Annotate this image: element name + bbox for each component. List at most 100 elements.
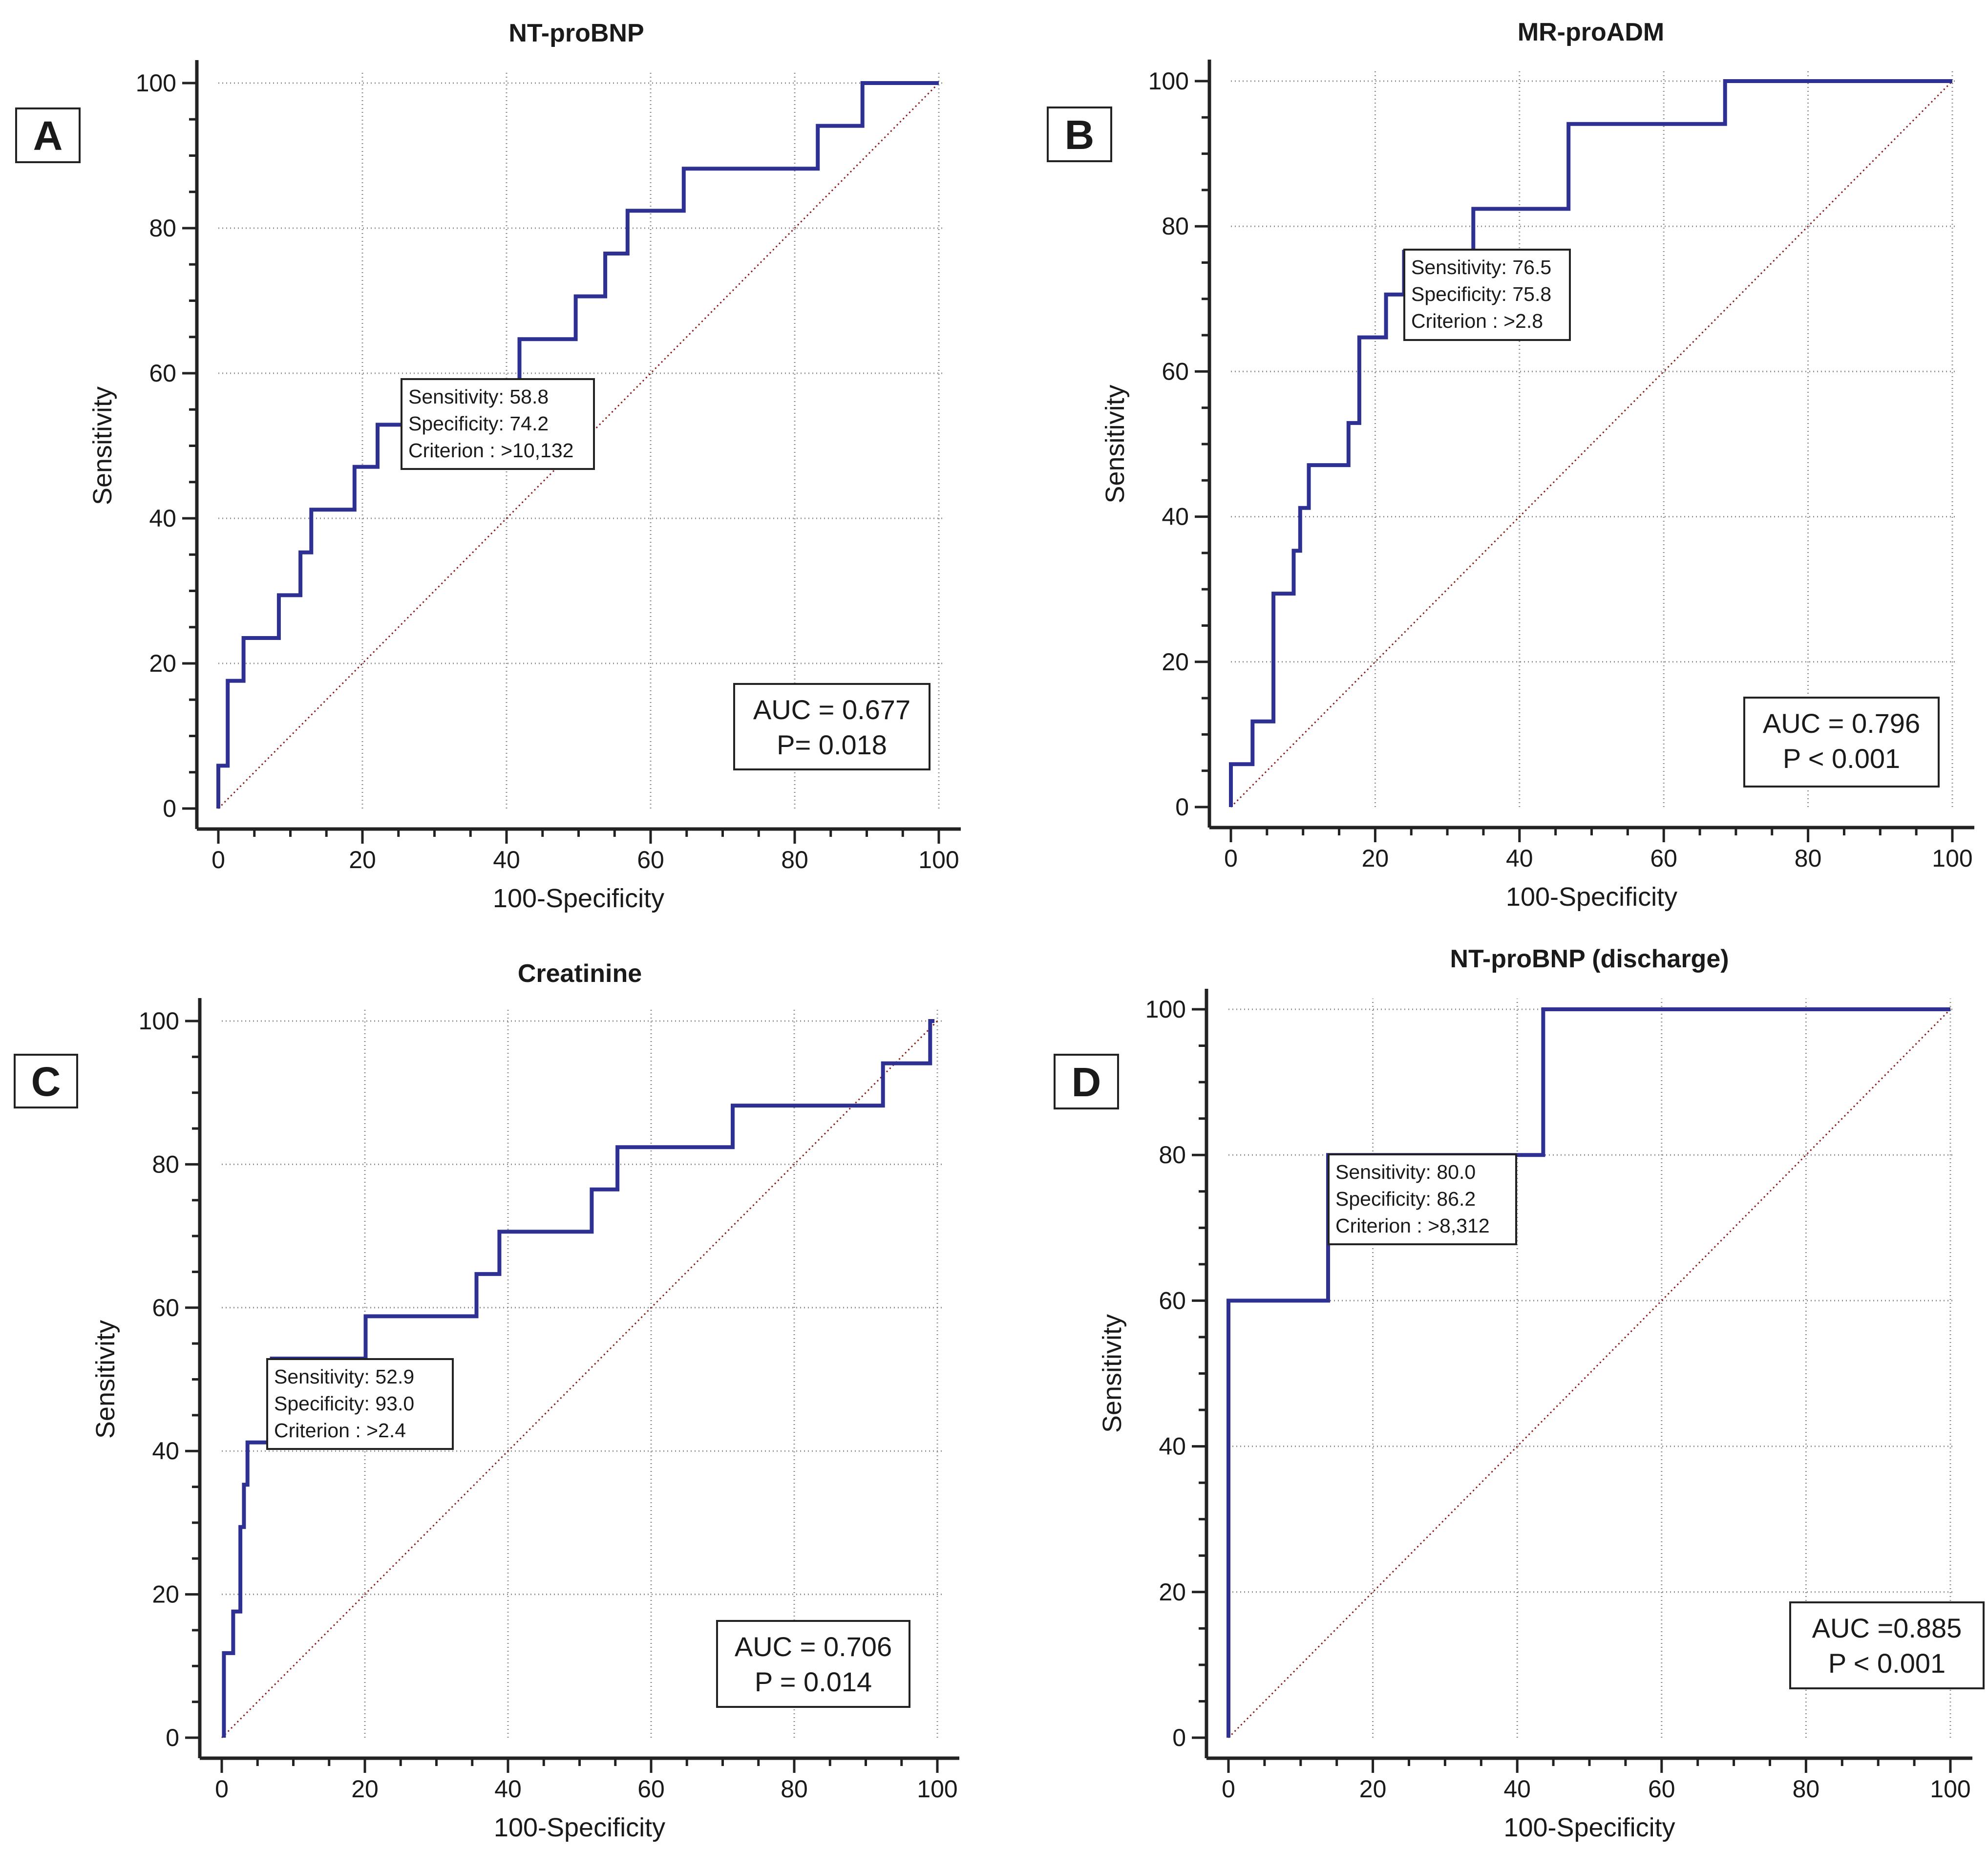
- panel-a-ytick-label-0: 0: [163, 795, 176, 822]
- panel-a-xtick-label-5: 100: [918, 846, 959, 873]
- panel-c-title: Creatinine: [518, 959, 642, 988]
- panel-c-ytick-label-2: 40: [152, 1437, 179, 1465]
- panel-c-stat-line-0: AUC = 0.706: [735, 1631, 892, 1662]
- panel-a-stat-line-1: P= 0.018: [777, 729, 887, 760]
- panel-c-roc-curve: [222, 1019, 935, 1738]
- panel-b-ytick-label-3: 60: [1162, 358, 1189, 385]
- panel-b-stat-line-1: P < 0.001: [1783, 743, 1900, 774]
- panel-b-xtick-label-2: 40: [1506, 845, 1533, 872]
- panel-a-ytick-label-4: 80: [149, 214, 176, 242]
- panel-c-criterion-line-0: Sensitivity: 52.9: [274, 1365, 414, 1388]
- panel-a-y-label: Sensitivity: [88, 386, 117, 505]
- panel-b-criterion-box: [1403, 249, 1571, 341]
- panel-d-letter-box: [1054, 1054, 1119, 1109]
- panel-c-reference-diagonal: [221, 1020, 938, 1739]
- panel-d-xtick-label-5: 100: [1930, 1775, 1970, 1803]
- panel-a-xtick-label-3: 60: [637, 846, 664, 873]
- panel-a-ytick-label-1: 20: [149, 650, 176, 677]
- panel-d-xtick-label-1: 20: [1359, 1775, 1387, 1803]
- panel-b-auc-box: [1743, 697, 1940, 788]
- panel-d-ytick-label-5: 100: [1145, 996, 1186, 1023]
- panel-d-x-label: 100-Specificity: [1503, 1813, 1675, 1842]
- panel-d-ytick-label-0: 0: [1172, 1724, 1186, 1751]
- panel-c-ytick-label-4: 80: [152, 1150, 179, 1178]
- panel-b: 0 0 20 20 40 40 60 60 80 80 100 100 MR-proADM 100-Spe…: [1047, 18, 1974, 912]
- panel-b-xtick-label-0: 0: [1224, 845, 1238, 872]
- panel-b-xtick-label-3: 60: [1650, 845, 1677, 872]
- panel-a-xtick-label-1: 20: [349, 846, 376, 873]
- panel-b-ytick-label-0: 0: [1175, 793, 1189, 821]
- panel-d-title: NT-proBNP (discharge): [1450, 945, 1729, 973]
- panel-d-letter: D: [1072, 1059, 1101, 1105]
- panel-c-ytick-label-3: 60: [152, 1294, 179, 1321]
- panel-d-xtick-label-3: 60: [1648, 1775, 1675, 1803]
- panel-c-criterion-box: [266, 1358, 454, 1450]
- panel-c-ytick-label-1: 20: [152, 1581, 179, 1608]
- panel-a: 0 0 20 20 40 40 60 60 80 80 100 100 NT-proBNP 100-Spe…: [15, 19, 961, 913]
- panel-c-xtick-label-4: 80: [781, 1775, 808, 1803]
- panel-c-criterion-line-1: Specificity: 93.0: [274, 1392, 414, 1415]
- panel-d-criterion-line-2: Criterion : >8,312: [1335, 1214, 1490, 1237]
- panel-a-criterion-line-1: Specificity: 74.2: [408, 412, 549, 435]
- panel-b-ytick-label-4: 80: [1162, 213, 1189, 240]
- panel-b-criterion-line-1: Specificity: 75.8: [1411, 283, 1551, 305]
- panel-c: 0 0 20 20 40 40 60 60 80 80 100 100 Creatinine 100-Sp…: [14, 959, 959, 1842]
- panel-d-stat-line-1: P < 0.001: [1828, 1648, 1946, 1679]
- panel-b-x-label: 100-Specificity: [1506, 882, 1677, 912]
- panel-b-roc-curve: [1229, 79, 1952, 807]
- panel-d-ytick-label-2: 40: [1159, 1433, 1186, 1460]
- panel-b-ytick-label-5: 100: [1148, 67, 1189, 95]
- panel-c-letter: C: [31, 1059, 61, 1105]
- panel-b-ytick-label-2: 40: [1162, 503, 1189, 531]
- panel-c-ytick-label-0: 0: [166, 1724, 179, 1751]
- panel-d-y-label: Sensitivity: [1098, 1314, 1127, 1433]
- panel-d-xtick-label-2: 40: [1503, 1775, 1531, 1803]
- panel-b-letter-box: [1047, 106, 1112, 162]
- panel-a-auc-box: [733, 683, 931, 770]
- panel-d-stat-line-0: AUC =0.885: [1812, 1613, 1962, 1643]
- panel-d-ytick-label-3: 60: [1159, 1287, 1186, 1314]
- panel-c-criterion-line-2: Criterion : >2.4: [274, 1419, 406, 1442]
- panel-a-x-label: 100-Specificity: [493, 884, 664, 913]
- panel-d-criterion-line-1: Specificity: 86.2: [1335, 1188, 1476, 1210]
- panel-c-xtick-label-3: 60: [637, 1775, 665, 1803]
- panel-c-xtick-label-5: 100: [917, 1775, 957, 1803]
- panel-a-criterion-line-2: Criterion : >10,132: [408, 439, 573, 462]
- panel-a-xtick-label-4: 80: [781, 846, 808, 873]
- panel-b-title: MR-proADM: [1518, 18, 1664, 46]
- panel-b-criterion-line-2: Criterion : >2.8: [1411, 310, 1543, 332]
- panel-b-y-label: Sensitivity: [1100, 384, 1130, 503]
- panel-c-stat-line-1: P = 0.014: [755, 1666, 872, 1697]
- panel-d-xtick-label-0: 0: [1222, 1775, 1235, 1803]
- panel-c-xtick-label-2: 40: [494, 1775, 522, 1803]
- panel-d: 0 0 20 20 40 40 60 60 80 80 100 100 NT-proBNP (disch…: [1054, 945, 1985, 1842]
- panel-c-y-label: Sensitivity: [91, 1320, 120, 1439]
- panel-a-ytick-label-3: 60: [149, 360, 176, 387]
- panel-c-x-label: 100-Specificity: [494, 1813, 665, 1842]
- panel-a-criterion-box: [401, 378, 595, 470]
- panel-d-criterion-line-0: Sensitivity: 80.0: [1335, 1161, 1476, 1183]
- panel-c-xtick-label-1: 20: [351, 1775, 379, 1803]
- panel-d-criterion-box: [1328, 1153, 1517, 1245]
- panel-a-letter-box: [15, 107, 81, 163]
- panel-c-xtick-label-0: 0: [215, 1775, 229, 1803]
- panel-d-xtick-label-4: 80: [1793, 1775, 1820, 1803]
- panel-d-ytick-label-1: 20: [1159, 1578, 1186, 1606]
- panel-a-xtick-label-2: 40: [493, 846, 520, 873]
- panel-a-xtick-label-0: 0: [211, 846, 225, 873]
- panel-a-ytick-label-5: 100: [136, 69, 176, 97]
- panel-b-xtick-label-1: 20: [1362, 845, 1389, 872]
- panel-b-xtick-label-4: 80: [1795, 845, 1822, 872]
- panel-d-ytick-label-4: 80: [1159, 1141, 1186, 1169]
- panel-a-title: NT-proBNP: [508, 19, 644, 47]
- panel-c-ytick-label-5: 100: [139, 1007, 179, 1035]
- panel-a-criterion-line-0: Sensitivity: 58.8: [408, 385, 549, 408]
- panel-c-letter-box: [14, 1054, 78, 1108]
- panel-b-xtick-label-5: 100: [1932, 845, 1972, 872]
- panel-a-ytick-label-2: 40: [149, 505, 176, 532]
- panel-a-stat-line-0: AUC = 0.677: [753, 694, 910, 725]
- panel-b-criterion-line-0: Sensitivity: 76.5: [1411, 256, 1551, 278]
- panel-a-letter: A: [33, 113, 63, 159]
- panel-c-auc-box: [716, 1620, 910, 1708]
